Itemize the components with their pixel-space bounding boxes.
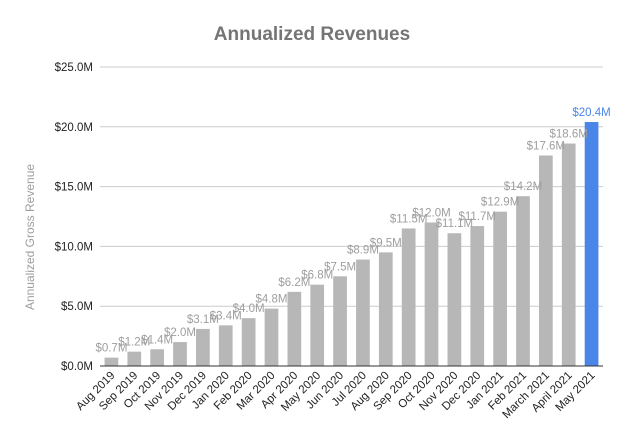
- data-label: $11.5M: [390, 213, 428, 225]
- data-label: $1.4M: [141, 334, 173, 346]
- bar: [470, 226, 485, 366]
- data-labels: $0.7M$1.2M$1.4M$2.0M$3.1M$3.4M$4.0M$4.8M…: [95, 107, 610, 355]
- bar: [264, 308, 279, 366]
- bar: [104, 357, 119, 366]
- bar: [447, 233, 462, 366]
- data-label: $6.2M: [278, 277, 310, 289]
- bar: [287, 291, 302, 366]
- bar: [378, 252, 393, 366]
- data-label: $12.9M: [481, 197, 519, 209]
- data-label: $2.0M: [164, 327, 196, 339]
- data-label: $12.0M: [412, 207, 450, 219]
- y-tick-label: $0.0M: [61, 361, 93, 373]
- bar: [333, 276, 347, 366]
- bar: [401, 228, 416, 366]
- bars: [104, 122, 599, 367]
- data-label: $18.6M: [550, 129, 588, 141]
- bar: [127, 351, 142, 366]
- bar: [493, 211, 507, 366]
- y-axis-ticks: $0.0M $5.0M $10.0M $15.0M $20.0M $25.0M: [55, 62, 93, 373]
- data-label: $20.4M: [572, 107, 610, 119]
- data-label: $0.7M: [95, 343, 127, 355]
- bar: [584, 122, 599, 367]
- y-tick-label: $15.0M: [55, 182, 93, 194]
- data-label: $9.5M: [370, 237, 402, 249]
- data-label: $6.8M: [301, 270, 333, 282]
- data-label: $11.1M: [436, 218, 474, 230]
- data-label: $14.2M: [504, 181, 542, 193]
- y-tick-label: $25.0M: [55, 62, 93, 74]
- data-label: $3.4M: [210, 310, 242, 322]
- y-tick-label: $5.0M: [61, 301, 93, 313]
- y-tick-label: $10.0M: [55, 241, 93, 253]
- data-label: $4.8M: [255, 294, 287, 306]
- chart-title: Annualized Revenues: [214, 24, 410, 45]
- y-axis-label: Annualized Gross Revenue: [23, 164, 37, 310]
- data-label: $3.1M: [187, 314, 219, 326]
- y-tick-label: $20.0M: [55, 122, 93, 134]
- data-label: $1.2M: [118, 337, 150, 349]
- bar: [218, 325, 233, 366]
- bar: [310, 284, 325, 366]
- data-label: $17.6M: [527, 141, 565, 153]
- bar: [356, 259, 370, 366]
- bar: [241, 318, 256, 366]
- bar: [150, 349, 165, 366]
- data-label: $7.5M: [324, 261, 356, 273]
- bar: [516, 196, 530, 366]
- data-label: $8.9M: [347, 245, 379, 257]
- bar: [424, 222, 439, 366]
- data-label: $4.0M: [233, 303, 265, 315]
- data-label: $11.7M: [458, 211, 496, 223]
- bar: [561, 143, 576, 366]
- bar: [196, 328, 210, 366]
- bar: [173, 342, 187, 366]
- bar: [538, 155, 553, 366]
